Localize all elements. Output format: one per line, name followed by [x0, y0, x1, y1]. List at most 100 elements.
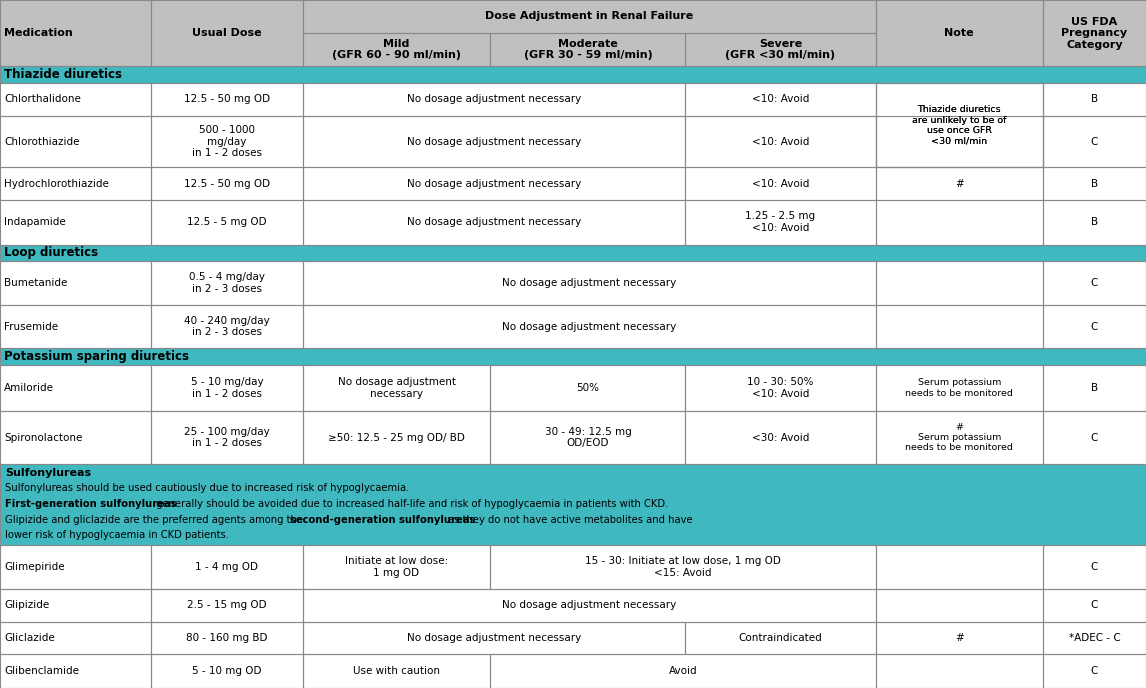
Bar [0, 83, 151, 116]
Bar [151, 589, 303, 622]
Bar [876, 0, 1043, 66]
Bar [0, 411, 151, 464]
Bar [876, 411, 1043, 464]
Text: Glibenclamide: Glibenclamide [3, 666, 79, 676]
Text: B: B [1091, 179, 1098, 189]
Bar [303, 261, 876, 305]
Bar [1043, 83, 1146, 116]
Text: Bumetanide: Bumetanide [3, 278, 68, 288]
Bar [303, 546, 490, 589]
Bar [685, 622, 876, 654]
Text: B: B [1091, 94, 1098, 105]
Bar [303, 83, 685, 116]
Text: Contraindicated: Contraindicated [738, 633, 823, 643]
Bar [876, 167, 1043, 200]
Text: Chlorothiazide: Chlorothiazide [3, 136, 79, 147]
Text: Mild
(GFR 60 - 90 ml/min): Mild (GFR 60 - 90 ml/min) [332, 39, 461, 61]
Bar [151, 546, 303, 589]
Bar [876, 200, 1043, 244]
Bar [1043, 0, 1146, 66]
Text: 12.5 - 50 mg OD: 12.5 - 50 mg OD [183, 179, 270, 189]
Bar [685, 116, 876, 167]
Bar [303, 305, 876, 348]
Text: Sulfonylureas: Sulfonylureas [5, 468, 92, 478]
Bar [876, 589, 1043, 622]
Text: No dosage adjustment necessary: No dosage adjustment necessary [502, 601, 676, 610]
Bar [876, 622, 1043, 654]
Bar [0, 66, 1146, 83]
Bar [1043, 200, 1146, 244]
Bar [1043, 365, 1146, 411]
Text: US FDA
Pregnancy
Category: US FDA Pregnancy Category [1061, 17, 1128, 50]
Text: No dosage adjustment necessary: No dosage adjustment necessary [407, 633, 581, 643]
Text: Use with caution: Use with caution [353, 666, 440, 676]
Bar [1043, 261, 1146, 305]
Text: Severe
(GFR <30 ml/min): Severe (GFR <30 ml/min) [725, 39, 835, 61]
Text: 2.5 - 15 mg OD: 2.5 - 15 mg OD [187, 601, 267, 610]
Bar [1043, 411, 1146, 464]
Bar [1043, 589, 1146, 622]
Text: as they do not have active metabolites and have: as they do not have active metabolites a… [445, 515, 692, 525]
Text: Thiazide diuretics
are unlikely to be of
use once GFR
<30 ml/min: Thiazide diuretics are unlikely to be of… [912, 105, 1006, 145]
Bar [685, 365, 876, 411]
Bar [303, 411, 490, 464]
Bar [151, 365, 303, 411]
Text: 40 - 240 mg/day
in 2 - 3 doses: 40 - 240 mg/day in 2 - 3 doses [185, 316, 269, 338]
Bar [490, 546, 876, 589]
Text: First-generation sulfonylureas: First-generation sulfonylureas [5, 499, 176, 509]
Text: 500 - 1000
mg/day
in 1 - 2 doses: 500 - 1000 mg/day in 1 - 2 doses [191, 125, 262, 158]
Text: generally should be avoided due to increased half-life and risk of hypoglycaemia: generally should be avoided due to incre… [154, 499, 668, 509]
Bar [151, 261, 303, 305]
Text: Usual Dose: Usual Dose [193, 28, 261, 38]
Text: 12.5 - 5 mg OD: 12.5 - 5 mg OD [187, 217, 267, 227]
Text: second-generation sulfonylureas: second-generation sulfonylureas [290, 515, 476, 525]
Text: Serum potassium
needs to be monitored: Serum potassium needs to be monitored [905, 378, 1013, 398]
Bar [490, 365, 685, 411]
Bar [151, 411, 303, 464]
Text: Avoid: Avoid [669, 666, 697, 676]
Bar [876, 261, 1043, 305]
Text: 30 - 49: 12.5 mg
OD/EOD: 30 - 49: 12.5 mg OD/EOD [544, 427, 631, 449]
Text: 80 - 160 mg BD: 80 - 160 mg BD [186, 633, 268, 643]
Bar [0, 654, 151, 688]
Bar [303, 0, 876, 32]
Text: 25 - 100 mg/day
in 1 - 2 doses: 25 - 100 mg/day in 1 - 2 doses [185, 427, 269, 449]
Bar [151, 116, 303, 167]
Text: Dose Adjustment in Renal Failure: Dose Adjustment in Renal Failure [485, 11, 693, 21]
Bar [151, 654, 303, 688]
Text: Indapamide: Indapamide [3, 217, 65, 227]
Bar [151, 167, 303, 200]
Bar [151, 622, 303, 654]
Bar [0, 0, 151, 66]
Text: Gliclazide: Gliclazide [3, 633, 55, 643]
Text: 0.5 - 4 mg/day
in 2 - 3 doses: 0.5 - 4 mg/day in 2 - 3 doses [189, 272, 265, 294]
Bar [876, 365, 1043, 411]
Bar [303, 200, 685, 244]
Bar [0, 622, 151, 654]
Bar [876, 116, 1043, 167]
Text: Loop diuretics: Loop diuretics [3, 246, 99, 259]
Text: No dosage adjustment necessary: No dosage adjustment necessary [502, 322, 676, 332]
Text: Amiloride: Amiloride [3, 383, 54, 393]
Text: Potassium sparing diuretics: Potassium sparing diuretics [3, 350, 189, 363]
Text: 5 - 10 mg OD: 5 - 10 mg OD [193, 666, 261, 676]
Bar [303, 589, 876, 622]
Text: Initiate at low dose:
1 mg OD: Initiate at low dose: 1 mg OD [345, 557, 448, 578]
Text: 5 - 10 mg/day
in 1 - 2 doses: 5 - 10 mg/day in 1 - 2 doses [190, 377, 264, 399]
Text: No dosage adjustment necessary: No dosage adjustment necessary [407, 217, 581, 227]
Text: C: C [1091, 601, 1098, 610]
Text: C: C [1091, 136, 1098, 147]
Bar [0, 348, 1146, 365]
Bar [303, 116, 685, 167]
Text: No dosage adjustment necessary: No dosage adjustment necessary [407, 136, 581, 147]
Text: C: C [1091, 433, 1098, 442]
Bar [303, 365, 490, 411]
Text: Glipizide: Glipizide [3, 601, 49, 610]
Text: B: B [1091, 383, 1098, 393]
Bar [151, 83, 303, 116]
Text: C: C [1091, 666, 1098, 676]
Text: No dosage adjustment necessary: No dosage adjustment necessary [407, 179, 581, 189]
Bar [876, 546, 1043, 589]
Bar [1043, 167, 1146, 200]
Text: Thiazide diuretics
are unlikely to be of
use once GFR
<30 ml/min: Thiazide diuretics are unlikely to be of… [912, 105, 1006, 145]
